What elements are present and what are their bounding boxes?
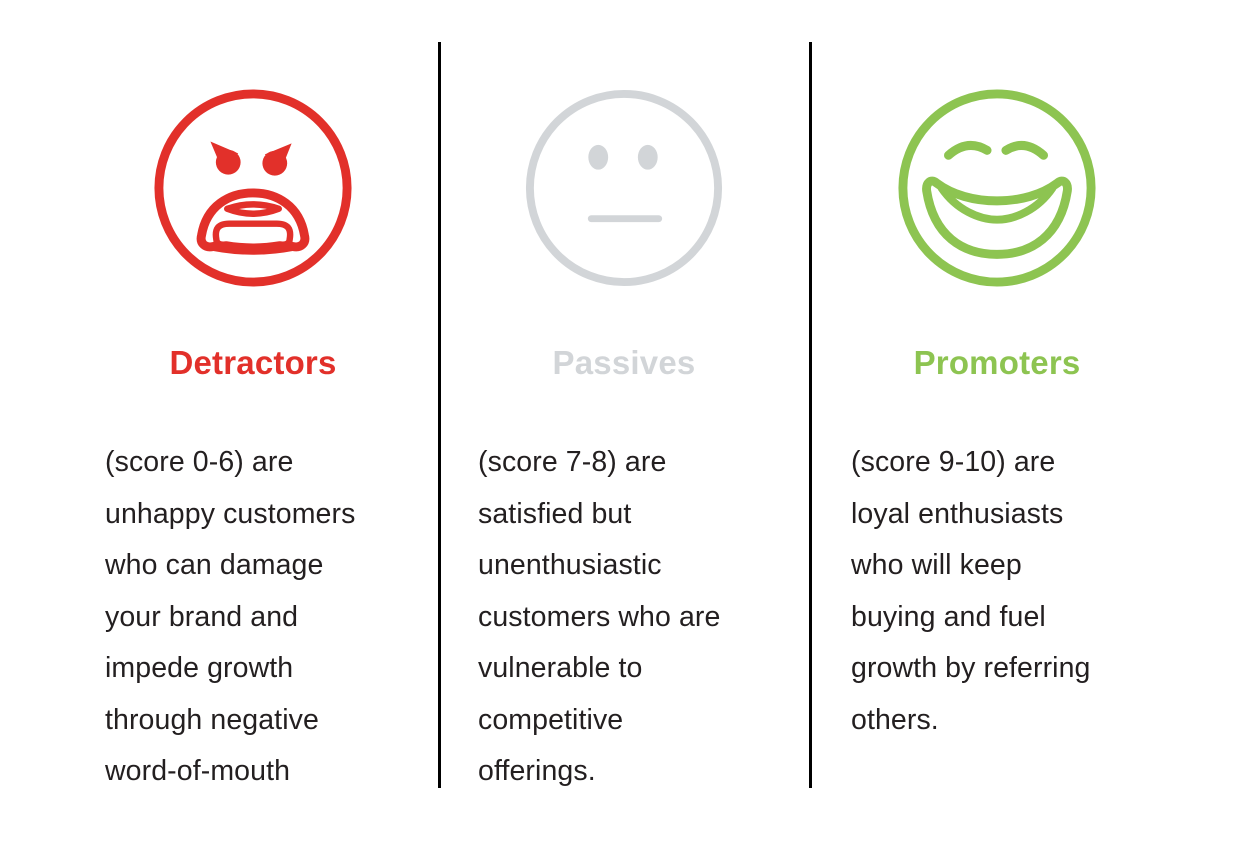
promoters-column: Promoters (score 9-10) are loyal enthusi… (851, 0, 1143, 848)
category-description-promoters: (score 9-10) are loyal enthusiasts who w… (851, 446, 1091, 736)
category-title-passives: Passives (552, 344, 696, 381)
category-description-detractors: (score 0-6) are unhappy customers who ca… (105, 446, 356, 787)
column-divider-right (809, 42, 812, 788)
category-title-detractors: Detractors (169, 344, 337, 381)
detractors-column: Detractors (score 0-6) are unhappy custo… (105, 0, 401, 848)
neutral-face-icon (520, 84, 728, 292)
laughing-face-icon (893, 84, 1101, 292)
passives-column: Passives (score 7-8) are satisfied but u… (478, 0, 770, 848)
category-title-promoters: Promoters (913, 344, 1081, 381)
category-description-passives: (score 7-8) are satisfied but unenthusia… (478, 446, 721, 787)
column-divider-left (438, 42, 441, 788)
angry-face-icon (149, 84, 357, 292)
